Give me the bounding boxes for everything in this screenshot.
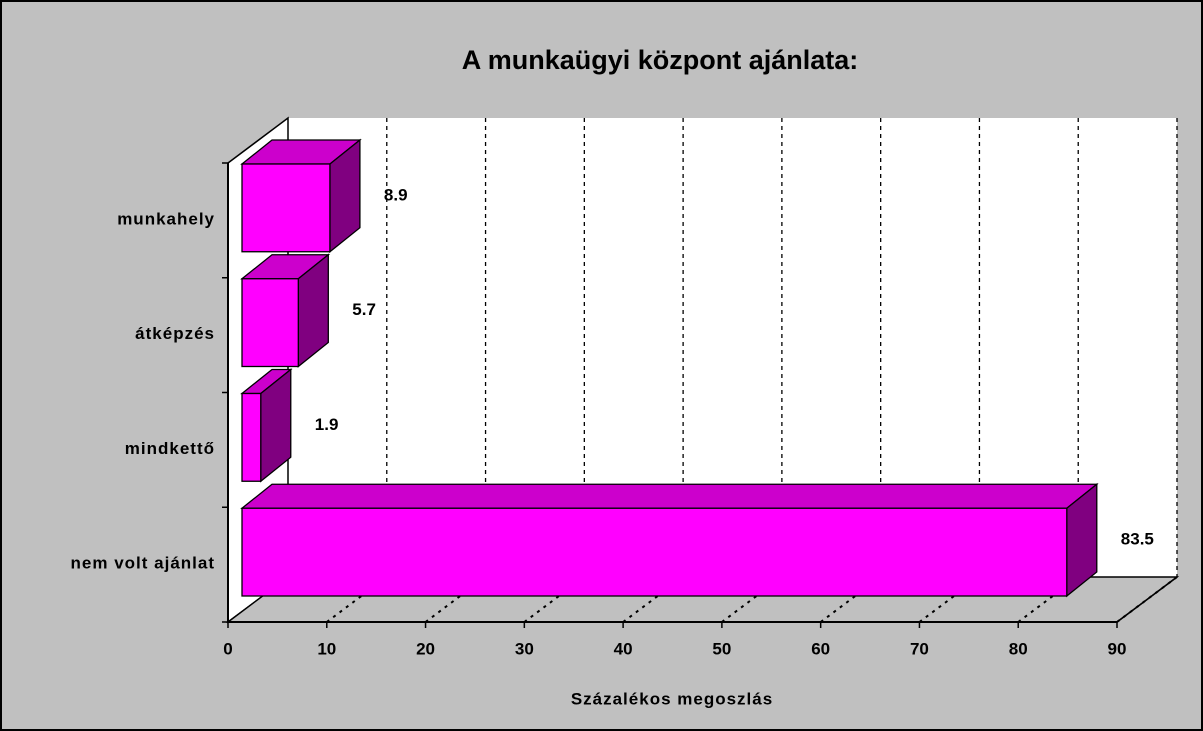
- chart-title: A munkaügyi központ ajánlata:: [462, 45, 859, 75]
- x-tick-label: 70: [910, 639, 929, 658]
- x-tick-label: 80: [1009, 639, 1028, 658]
- y-tick-label: átképzés: [135, 324, 215, 343]
- bar-top: [240, 483, 1099, 509]
- floor-edge: [1116, 576, 1178, 623]
- x-axis-title: Százalékos megoszlás: [571, 689, 773, 708]
- x-tick-label: 90: [1108, 639, 1127, 658]
- value-label: 1.9: [315, 415, 339, 434]
- bar: [241, 507, 1068, 597]
- x-tick-label: 10: [317, 639, 336, 658]
- x-tick-label: 30: [515, 639, 534, 658]
- y-tick-label: munkahely: [117, 209, 215, 228]
- bar: [241, 163, 331, 253]
- back-wall: [288, 118, 1177, 577]
- x-tick-label: 50: [712, 639, 731, 658]
- value-label: 8.9: [384, 185, 408, 204]
- y-tick-label: nem volt ajánlat: [71, 554, 215, 573]
- y-tick-label: mindkettő: [125, 439, 215, 458]
- bar: [241, 392, 262, 482]
- x-tick-label: 40: [614, 639, 633, 658]
- value-label: 5.7: [352, 300, 376, 319]
- bar: [241, 278, 299, 368]
- x-tick-label: 60: [811, 639, 830, 658]
- value-label: 83.5: [1121, 530, 1154, 549]
- x-tick-label: 20: [416, 639, 435, 658]
- x-tick-label: 0: [223, 639, 232, 658]
